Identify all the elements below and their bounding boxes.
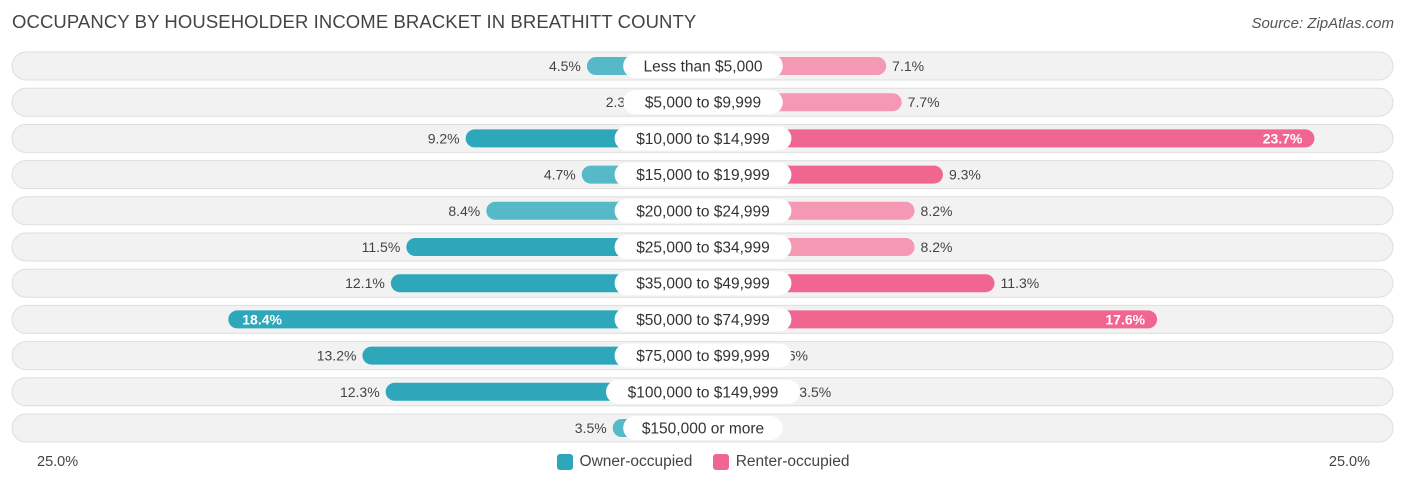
category-label-pill (614, 271, 792, 296)
category-label: $20,000 to $24,999 (636, 203, 770, 220)
renter-value-label: 3.5% (799, 384, 831, 400)
legend-swatch-owner (556, 454, 573, 470)
category-label-pill (614, 162, 792, 187)
renter-value-label: 23.7% (1263, 130, 1303, 146)
category-label-pill (614, 235, 792, 259)
owner-value-label: 11.5% (362, 239, 401, 255)
owner-value-label: 18.4% (242, 311, 282, 327)
legend-label-owner: Owner-occupied (579, 453, 693, 470)
owner-value-label: 4.7% (544, 167, 576, 183)
category-label: $50,000 to $74,999 (636, 312, 770, 329)
chart-title: OCCUPANCY BY HOUSEHOLDER INCOME BRACKET … (12, 11, 697, 32)
renter-value-label: 7.7% (908, 94, 940, 110)
category-label-pill (623, 90, 783, 115)
renter-value-label: 8.2% (921, 203, 953, 219)
owner-value-label: 4.5% (549, 58, 581, 74)
legend: Owner-occupied Renter-occupied (0, 453, 1406, 475)
category-label-pill (606, 379, 800, 404)
category-label-pill (614, 126, 792, 151)
renter-value-label: 7.1% (892, 58, 924, 74)
owner-value-label: 8.4% (448, 203, 480, 219)
renter-value-label: 17.6% (1105, 311, 1145, 327)
owner-value-label: 3.5% (575, 420, 607, 436)
owner-value-label: 12.3% (340, 384, 380, 400)
renter-value-label: 11.3% (1001, 275, 1040, 291)
category-label: $75,000 to $99,999 (636, 348, 770, 365)
owner-value-label: 9.2% (428, 130, 460, 146)
legend-swatch-renter (712, 454, 729, 470)
source-label: Source: ZipAtlas.com (1251, 15, 1394, 32)
legend-item-owner[interactable]: Owner-occupied (556, 453, 693, 471)
category-label-pill (623, 416, 783, 440)
category-label: $5,000 to $9,999 (645, 95, 761, 112)
axis-max-label: 25.0% (1328, 454, 1370, 470)
category-label: $25,000 to $34,999 (636, 240, 770, 257)
axis-min-label: 25.0% (37, 454, 79, 470)
owner-value-label: 12.1% (345, 275, 385, 291)
renter-bar (703, 129, 1315, 148)
owner-value-label: 13.2% (317, 348, 357, 364)
legend-item-renter[interactable]: Renter-occupied (712, 453, 850, 471)
category-label: $10,000 to $14,999 (636, 131, 770, 148)
renter-value-label: 9.3% (949, 167, 981, 183)
legend-label-renter: Renter-occupied (735, 453, 850, 470)
category-label: $100,000 to $149,999 (628, 384, 779, 401)
category-label-pill (614, 198, 792, 223)
category-label-pill (614, 307, 792, 332)
category-label: $35,000 to $49,999 (636, 276, 770, 293)
category-label: $15,000 to $19,999 (636, 167, 770, 184)
category-label-pill (614, 343, 792, 368)
renter-bar (703, 310, 1158, 329)
renter-value-label: 8.2% (921, 239, 953, 255)
category-label: Less than $5,000 (644, 59, 763, 76)
category-label: $150,000 or more (642, 421, 764, 438)
owner-bar (228, 310, 703, 329)
category-label-pill (623, 54, 783, 78)
